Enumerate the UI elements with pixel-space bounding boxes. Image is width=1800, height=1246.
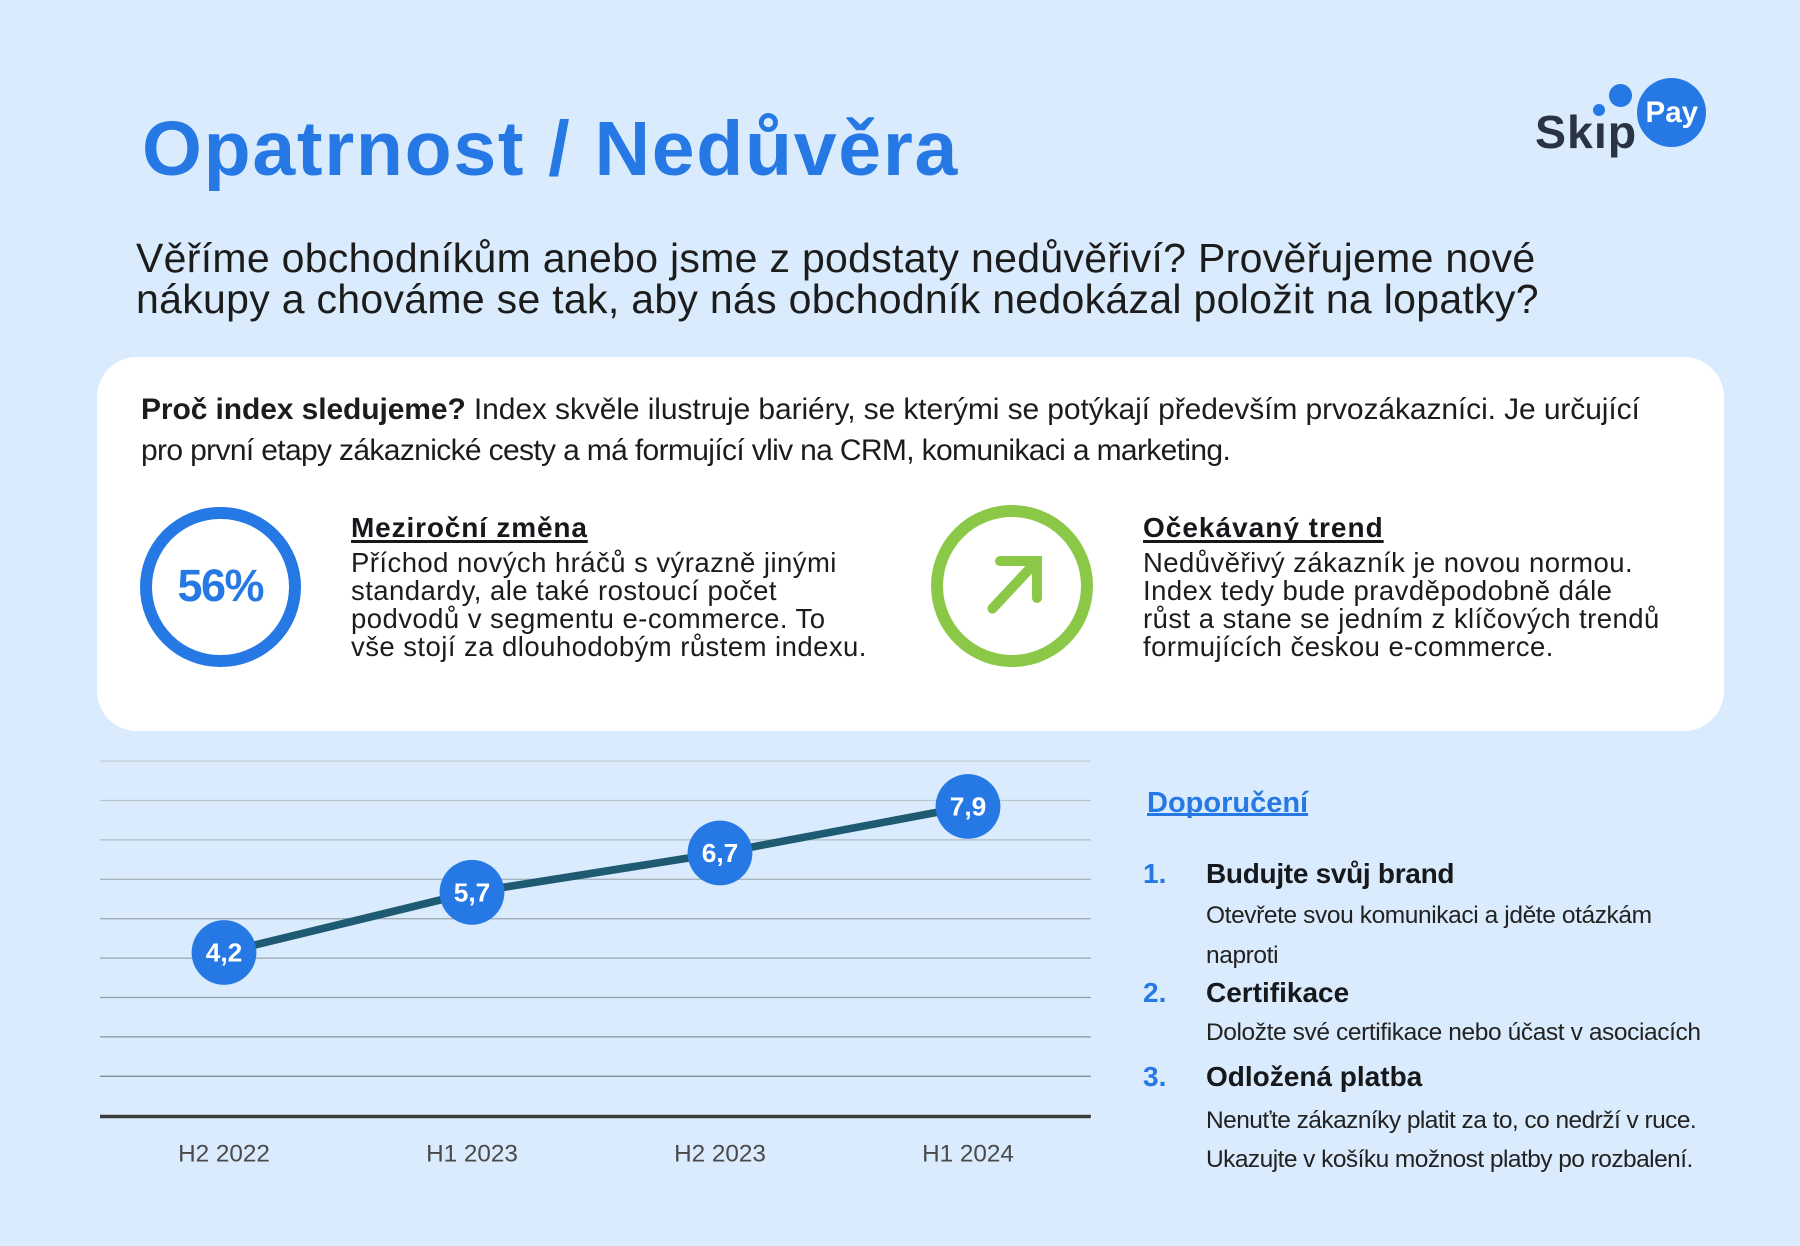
svg-text:H1 2023: H1 2023: [426, 1141, 518, 1168]
svg-text:H1 2024: H1 2024: [922, 1141, 1014, 1168]
svg-text:H2 2023: H2 2023: [674, 1141, 766, 1168]
svg-text:H2 2022: H2 2022: [178, 1141, 270, 1168]
svg-text:7,9: 7,9: [950, 792, 987, 822]
svg-text:4,2: 4,2: [206, 938, 243, 968]
svg-text:5,7: 5,7: [454, 877, 491, 907]
svg-text:6,7: 6,7: [702, 838, 739, 868]
